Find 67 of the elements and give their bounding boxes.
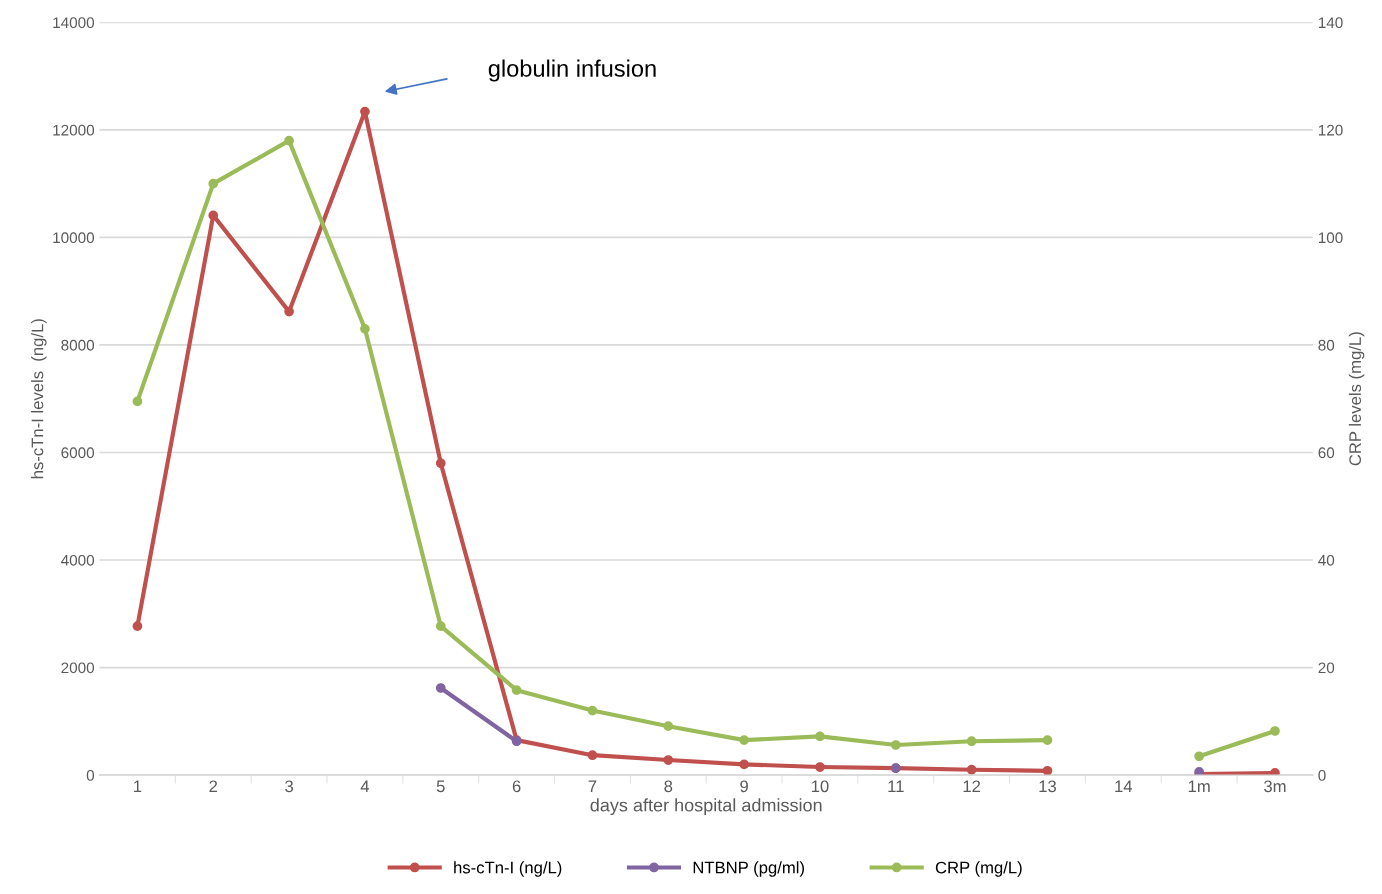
x-tick-label: 8 [664, 780, 673, 793]
point [511, 685, 522, 696]
point [435, 621, 446, 632]
x-tick-label: 10 [811, 780, 829, 793]
x-tick-label: 6 [512, 780, 521, 793]
y-tick-label: 10000 [53, 232, 95, 244]
y-tick-label: 12000 [53, 124, 95, 136]
y2-tick-label: 40 [1318, 554, 1335, 566]
y2-tick-label: 140 [1318, 17, 1343, 29]
x-tick-label: 5 [436, 780, 445, 793]
x-tick-label: 4 [360, 780, 370, 793]
legend-label: NTBNP (pg/ml) [693, 861, 804, 877]
annotation: globulin infusion [488, 59, 656, 82]
point [284, 306, 294, 317]
x-tick-label: 1m [1188, 780, 1210, 793]
y2-tick-label: 80 [1318, 339, 1335, 351]
point [739, 759, 749, 770]
point [663, 721, 674, 732]
y-tick-label: 6000 [61, 447, 95, 459]
point [1194, 751, 1205, 762]
point [966, 764, 977, 775]
y-tick-label: 8000 [61, 339, 95, 351]
point [132, 396, 143, 407]
y-tick-label: 14000 [53, 17, 95, 29]
y2-tick-label: 120 [1318, 124, 1343, 136]
point [360, 106, 370, 117]
y-axis-title: hs-cTn-I levels (ng/L) [31, 319, 47, 479]
x-tick-label: 13 [1039, 780, 1057, 793]
x-tick-label: 3m [1264, 780, 1286, 793]
point [435, 683, 446, 693]
point [815, 762, 825, 772]
point [1042, 765, 1053, 776]
point [739, 735, 749, 746]
point [1042, 735, 1053, 746]
point [1270, 768, 1280, 776]
y2-axis-title: CRP levels (mg/L) [1348, 332, 1365, 466]
point [435, 458, 446, 469]
y-tick-label: 4000 [61, 554, 95, 566]
x-tick-label: 14 [1115, 780, 1133, 793]
point [132, 621, 143, 632]
point [587, 705, 598, 716]
x-tick-label: 7 [588, 780, 597, 793]
y-tick-label: 0 [86, 769, 95, 781]
point [284, 135, 294, 146]
x-tick-label: 12 [963, 780, 981, 793]
point [966, 736, 977, 747]
y2-tick-label: 100 [1318, 232, 1343, 244]
point [360, 323, 370, 334]
legend-label: hs-cTn-I (ng/L) [454, 861, 562, 877]
x-tick-label: 9 [740, 780, 748, 793]
y-tick-label: 2000 [61, 662, 95, 674]
x-tick-label: 11 [888, 780, 904, 793]
y2-tick-label: 0 [1318, 769, 1326, 781]
x-tick-label: 2 [209, 780, 218, 793]
x-tick-label: 3 [285, 780, 293, 793]
point [663, 755, 674, 765]
point [890, 740, 901, 750]
legend-label: CRP (mg/L) [935, 861, 1022, 877]
y2-tick-label: 60 [1318, 447, 1335, 459]
point [587, 750, 598, 761]
x-axis-title: days after hospital admission [590, 798, 822, 816]
point [1270, 726, 1280, 736]
point [208, 210, 219, 221]
point [208, 178, 219, 189]
y2-tick-label: 20 [1318, 662, 1335, 674]
x-tick-label: 1 [134, 780, 142, 793]
point [815, 731, 825, 742]
